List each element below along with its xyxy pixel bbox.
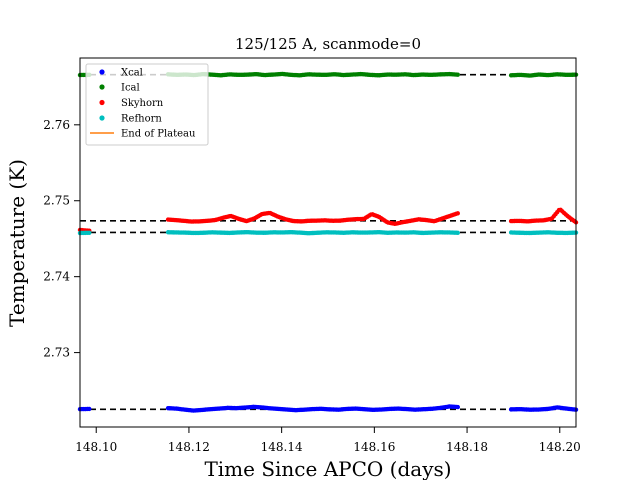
data-point-xcal bbox=[455, 404, 460, 410]
x-axis: 148.10 148.12 148.14 148.16 148.18 148.20 bbox=[75, 427, 581, 454]
x-tick-label: 148.18 bbox=[446, 440, 488, 454]
legend-marker-refhorn bbox=[99, 115, 105, 121]
legend-label-refhorn: Refhorn bbox=[121, 114, 162, 125]
series-skyhorn bbox=[77, 207, 579, 233]
data-point-ical bbox=[455, 72, 460, 77]
chart-title: 125/125 A, scanmode=0 bbox=[235, 35, 421, 53]
x-tick-label: 148.14 bbox=[261, 440, 303, 454]
legend-label-skyhorn: Skyhorn bbox=[121, 98, 164, 109]
legend-marker-xcal bbox=[99, 69, 105, 75]
legend-label-ical: Ical bbox=[121, 83, 140, 94]
series-refhorn bbox=[77, 229, 579, 236]
data-point-xcal bbox=[87, 406, 92, 412]
legend-marker-skyhorn bbox=[99, 99, 105, 106]
data-point-skyhorn bbox=[455, 211, 460, 216]
y-tick-label: 2.74 bbox=[43, 270, 70, 284]
legend-box bbox=[85, 63, 209, 146]
y-tick-label: 2.75 bbox=[43, 194, 70, 208]
legend-marker-ical bbox=[99, 84, 105, 90]
y-tick-label: 2.73 bbox=[43, 346, 70, 360]
plot-area bbox=[77, 71, 579, 413]
y-tick-label: 2.76 bbox=[43, 118, 70, 132]
x-tick-label: 148.16 bbox=[353, 440, 395, 454]
x-tick-label: 148.20 bbox=[539, 440, 581, 454]
y-axis: 2.73 2.74 2.75 2.76 bbox=[43, 118, 80, 360]
x-tick-label: 148.12 bbox=[168, 440, 210, 454]
legend-label-xcal: Xcal bbox=[121, 68, 143, 79]
y-axis-label: Temperature (K) bbox=[5, 159, 29, 327]
x-tick-label: 148.10 bbox=[75, 440, 117, 454]
plot-frame bbox=[79, 57, 577, 428]
x-axis-label: Time Since APCO (days) bbox=[204, 457, 451, 480]
legend-label-end-of-plateau: End of Plateau bbox=[121, 129, 196, 140]
data-point-refhorn bbox=[87, 230, 92, 235]
series-xcal bbox=[77, 404, 579, 413]
legend: Xcal Ical Skyhorn Refhorn End of Plateau bbox=[85, 63, 209, 146]
data-point-refhorn bbox=[455, 230, 460, 235]
